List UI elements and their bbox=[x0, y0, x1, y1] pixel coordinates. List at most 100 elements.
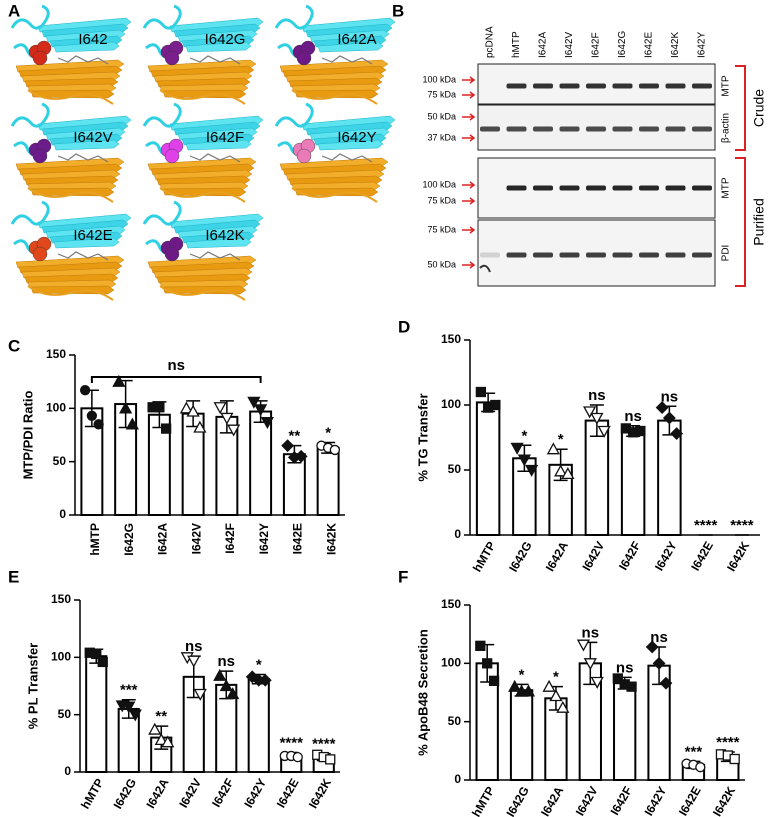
data-point bbox=[546, 442, 560, 455]
x-tick-label: I642A bbox=[156, 523, 170, 555]
structure-label: I642G bbox=[205, 31, 246, 48]
data-point bbox=[549, 689, 563, 702]
data-point bbox=[227, 424, 241, 437]
data-point bbox=[161, 735, 175, 748]
strip-label: MTP bbox=[721, 75, 732, 96]
panel-label: F bbox=[398, 567, 408, 586]
data-point bbox=[475, 640, 486, 651]
strand bbox=[173, 219, 261, 234]
band bbox=[692, 185, 712, 191]
structure-label: I642A bbox=[337, 31, 376, 48]
y-tick-label: 0 bbox=[454, 772, 461, 786]
strand bbox=[45, 225, 126, 239]
panel-label: B bbox=[392, 1, 404, 20]
loop bbox=[27, 285, 114, 301]
loop bbox=[159, 89, 246, 105]
data-point bbox=[561, 467, 575, 480]
band bbox=[639, 126, 659, 132]
band bbox=[586, 252, 606, 258]
significance-label: **** bbox=[730, 517, 754, 534]
data-point bbox=[160, 423, 172, 434]
structure: I642K bbox=[142, 200, 264, 301]
x-tick-label: I642Y bbox=[257, 523, 271, 554]
band bbox=[480, 126, 500, 132]
residue-sphere bbox=[32, 50, 48, 66]
residue-sphere bbox=[32, 148, 48, 164]
band bbox=[586, 83, 606, 89]
y-tick-label: 150 bbox=[441, 332, 461, 346]
y-tick-label: 50 bbox=[448, 462, 462, 476]
strand bbox=[279, 157, 389, 171]
bar bbox=[620, 430, 646, 536]
data-point bbox=[79, 385, 91, 396]
ligand bbox=[321, 153, 373, 163]
marker-arrow bbox=[462, 113, 476, 121]
data-point bbox=[193, 688, 207, 701]
data-point bbox=[554, 464, 568, 477]
strand bbox=[177, 127, 258, 141]
data-point bbox=[122, 701, 136, 714]
structure-label: I642 bbox=[78, 31, 107, 48]
loop bbox=[291, 89, 378, 105]
strand bbox=[15, 59, 125, 73]
loop bbox=[27, 187, 114, 203]
band bbox=[506, 185, 527, 191]
strand bbox=[305, 23, 393, 38]
significance-label: * bbox=[256, 657, 262, 674]
strand bbox=[173, 121, 261, 136]
panel-label: A bbox=[8, 1, 20, 20]
data-point bbox=[583, 406, 597, 419]
y-tick-label: 150 bbox=[441, 597, 461, 611]
x-tick-label: I642K bbox=[324, 523, 338, 555]
data-point bbox=[292, 751, 303, 763]
significance-label: * bbox=[558, 431, 564, 448]
data-point bbox=[590, 676, 604, 689]
structure: I642E bbox=[10, 200, 132, 301]
strip-label: β-actin bbox=[721, 113, 732, 143]
y-tick-label: 0 bbox=[64, 764, 71, 778]
ligand bbox=[189, 153, 241, 163]
data-point bbox=[695, 762, 706, 773]
y-axis-label: % ApoB48 Secretion bbox=[415, 629, 430, 756]
band bbox=[665, 126, 686, 132]
strand bbox=[317, 41, 384, 53]
strand bbox=[41, 121, 129, 136]
significance-label: *** bbox=[685, 743, 703, 760]
data-point bbox=[93, 419, 104, 430]
lane-label: I642Y bbox=[697, 32, 708, 58]
data-point bbox=[556, 700, 570, 713]
structure: I642G bbox=[142, 4, 264, 105]
band bbox=[639, 252, 659, 258]
data-point bbox=[193, 420, 207, 433]
strand bbox=[279, 59, 389, 73]
band bbox=[559, 126, 580, 132]
band bbox=[559, 83, 580, 89]
data-point bbox=[670, 427, 684, 441]
size-marker: 75 kDa bbox=[427, 89, 456, 99]
data-point bbox=[576, 639, 591, 652]
data-point bbox=[612, 673, 623, 684]
data-point bbox=[186, 404, 200, 417]
y-axis-label: % PL Transfer bbox=[25, 643, 40, 729]
structure-label: I642V bbox=[73, 129, 112, 146]
data-point bbox=[91, 648, 102, 660]
data-point bbox=[626, 681, 637, 692]
ligand bbox=[57, 55, 109, 65]
structure-label: I642K bbox=[205, 227, 244, 244]
strip-label: MTP bbox=[721, 177, 732, 198]
ligand bbox=[189, 251, 241, 261]
significance-label: *** bbox=[120, 682, 138, 699]
significance-label: ** bbox=[155, 708, 167, 725]
size-marker: 50 kDa bbox=[427, 111, 456, 121]
loop bbox=[27, 89, 114, 105]
significance-label: ns bbox=[661, 388, 679, 405]
bar bbox=[247, 678, 270, 773]
structure: I642V bbox=[10, 102, 132, 203]
data-point bbox=[475, 386, 487, 398]
strand bbox=[53, 139, 120, 151]
band bbox=[665, 83, 686, 89]
band bbox=[506, 83, 527, 89]
band bbox=[533, 185, 553, 191]
data-point bbox=[97, 656, 108, 668]
bar bbox=[509, 689, 534, 782]
